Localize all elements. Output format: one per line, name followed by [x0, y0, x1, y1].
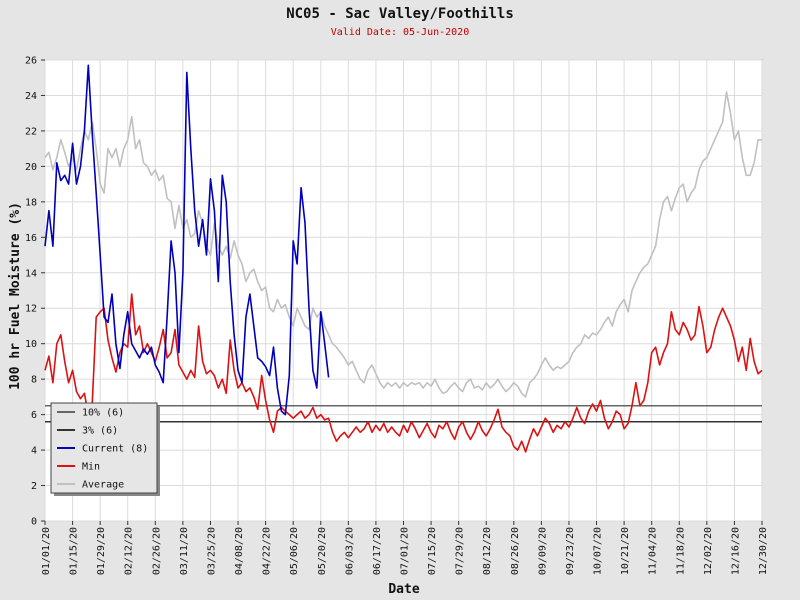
y-tick-label: 24	[25, 91, 37, 102]
x-axis-title: Date	[388, 582, 419, 597]
x-tick-label: 05/06/20	[289, 527, 300, 575]
x-tick-label: 12/02/20	[703, 527, 714, 575]
y-tick-label: 6	[31, 410, 37, 421]
x-tick-label: 03/11/20	[179, 527, 190, 575]
x-tick-label: 05/20/20	[317, 527, 328, 575]
x-tick-label: 01/01/20	[41, 527, 52, 575]
x-tick-label: 01/15/20	[69, 527, 80, 575]
x-tick-label: 08/26/20	[510, 527, 521, 575]
x-tick-label: 11/04/20	[648, 527, 659, 575]
x-tick-label: 04/22/20	[262, 527, 273, 575]
legend-label: 3% (6)	[82, 426, 118, 437]
x-tick-label: 09/23/20	[565, 527, 576, 575]
y-tick-label: 10	[25, 339, 37, 350]
y-tick-label: 20	[25, 162, 37, 173]
x-tick-label: 01/29/20	[96, 527, 107, 575]
y-tick-label: 22	[25, 126, 37, 137]
reference-lines	[45, 405, 762, 423]
x-axis-ticks: 01/01/20 01/15/20 01/29/20 02/12/20 02/26/20…	[41, 521, 769, 575]
y-tick-label: 16	[25, 233, 37, 244]
y-tick-label: 0	[31, 517, 37, 528]
chart-subtitle: Valid Date: 05-Jun-2020	[330, 27, 470, 38]
series-line	[44, 91, 762, 398]
series-line	[44, 293, 763, 453]
legend-label: Current (8)	[82, 444, 148, 455]
x-tick-label: 11/18/20	[675, 527, 686, 575]
y-tick-label: 8	[31, 375, 37, 386]
x-tick-label: 10/21/20	[620, 527, 631, 575]
y-tick-label: 18	[25, 197, 37, 208]
x-tick-label: 03/25/20	[206, 527, 217, 575]
x-tick-label: 12/16/20	[730, 527, 741, 575]
x-tick-label: 12/30/20	[758, 527, 769, 575]
y-tick-label: 4	[31, 446, 37, 457]
legend: 10% (6) 3% (6) Current (8) Min Average	[50, 402, 160, 496]
x-tick-label: 06/17/20	[372, 527, 383, 575]
x-tick-label: 06/03/20	[344, 527, 355, 575]
y-tick-label: 26	[25, 56, 37, 67]
series-lines	[44, 64, 763, 453]
chart-title: NC05 - Sac Valley/Foothills	[286, 6, 514, 22]
y-tick-label: 14	[25, 268, 37, 279]
y-tick-label: 2	[31, 481, 37, 492]
legend-label: Average	[82, 480, 124, 491]
x-tick-label: 09/09/20	[537, 527, 548, 575]
legend-label: Min	[82, 462, 100, 473]
y-tick-label: 12	[25, 304, 37, 315]
x-tick-label: 08/12/20	[482, 527, 493, 575]
x-tick-label: 04/08/20	[234, 527, 245, 575]
series-line	[44, 64, 330, 416]
legend-label: 10% (6)	[82, 408, 124, 419]
x-tick-label: 02/12/20	[124, 527, 135, 575]
x-tick-label: 07/15/20	[427, 527, 438, 575]
y-axis-title: 100 hr Fuel Moisture (%)	[8, 202, 23, 390]
grid-lines	[44, 59, 763, 522]
x-tick-label: 07/01/20	[400, 527, 411, 575]
x-tick-label: 10/07/20	[593, 527, 604, 575]
x-tick-label: 02/26/20	[151, 527, 162, 575]
x-tick-label: 07/29/20	[455, 527, 466, 575]
